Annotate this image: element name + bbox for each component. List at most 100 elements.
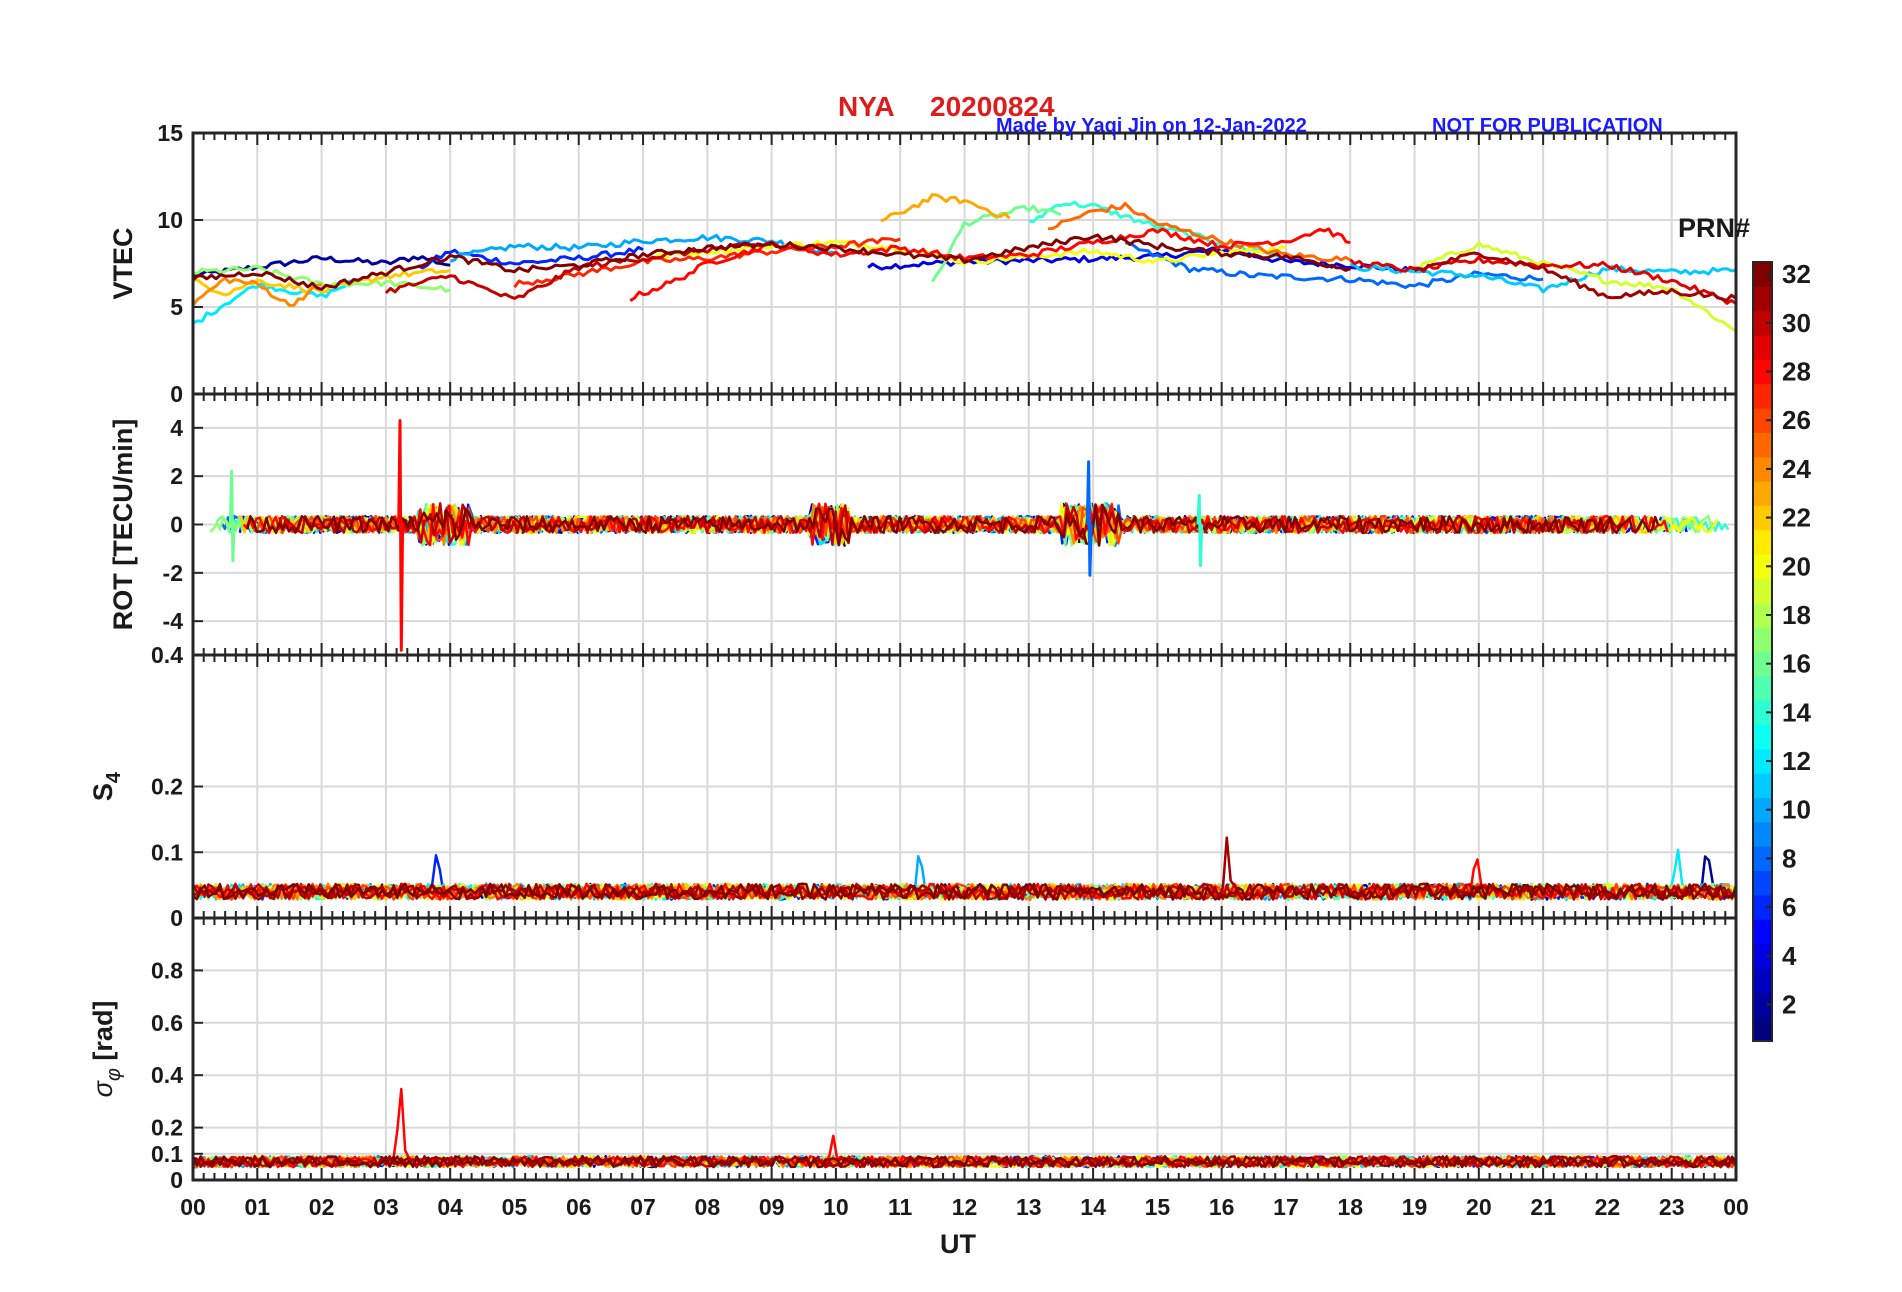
colorbar-cell [1753, 797, 1772, 823]
x-tick-label: 19 [1402, 1194, 1428, 1220]
colorbar-tick-label: 6 [1782, 892, 1796, 922]
series-prn-22 [193, 268, 451, 297]
colorbar-frame [1752, 261, 1773, 1042]
xticks-sigma_phi [192, 918, 1737, 1180]
x-axis-label: UT [940, 1229, 976, 1259]
colorbar-cell [1753, 821, 1772, 847]
x-tick-label: 01 [244, 1194, 270, 1220]
panel-rot: -4 -2 0 2 4 ROT [TECU/min] [108, 392, 1738, 657]
series-prn-12 [193, 279, 354, 325]
x-tick-label: 00 [1723, 1194, 1749, 1220]
x-tick-label: 10 [823, 1194, 849, 1220]
series-prn-23 [880, 193, 1011, 223]
y-tick-label: 15 [157, 120, 183, 146]
colorbar-cell [1753, 359, 1772, 385]
x-tick-label: 05 [502, 1194, 528, 1220]
series-prn-29 [1349, 255, 1736, 305]
colorbar-tick-label: 22 [1782, 503, 1811, 533]
series-prn-6 [417, 245, 644, 270]
panel-vtec: 0 5 10 15 VTEC [108, 120, 1738, 407]
x-tick-label: 03 [373, 1194, 399, 1220]
colorbar-cell [1753, 700, 1772, 726]
colorbar-cell [1753, 529, 1772, 555]
x-tick-label: 22 [1595, 1194, 1621, 1220]
series-prn-32 [245, 503, 1660, 547]
colorbar-cell [1753, 773, 1772, 799]
x-tick-label: 23 [1659, 1194, 1685, 1220]
colorbar-cell [1753, 335, 1772, 360]
spike-prn-14 [1196, 494, 1204, 568]
credit-made-by: Made by Yaqi Jin on 12-Jan-2022 [996, 115, 1307, 137]
colorbar-cell [1753, 967, 1772, 993]
colorbar-cell [1753, 505, 1772, 531]
y-tick-label: 0.4 [151, 642, 183, 668]
colorbar-cell [1753, 262, 1772, 287]
y-tick-label: 0.8 [151, 957, 183, 983]
y-tick-label: 0 [170, 381, 183, 407]
colorbar-tick-label: 20 [1782, 551, 1811, 581]
colorbar-cell [1753, 894, 1772, 920]
y-tick-label: 5 [170, 294, 183, 320]
series-prn-16 [931, 204, 1062, 283]
colorbar-cell [1753, 408, 1772, 433]
data-s4 [193, 836, 1736, 901]
colorbar-tick-label: 18 [1782, 600, 1811, 630]
colorbar-tick-label: 24 [1782, 454, 1811, 484]
series-prn-28 [629, 227, 1351, 302]
series-prn-20 [642, 239, 1287, 266]
colorbar-cell [1753, 943, 1772, 969]
spike-prn-28 [397, 419, 405, 652]
series-prn-25 [1048, 201, 1352, 263]
y-tick-label: 10 [157, 207, 183, 233]
y-tick-label: 0 [170, 1167, 183, 1193]
colorbar-cell [1753, 383, 1772, 409]
panel-sigma_phi: 00.10.2 0.4 0.6 0.8 σφ [rad] [88, 916, 1738, 1193]
title-station: NYA [838, 91, 895, 122]
y-tick-label: 0.6 [151, 1010, 183, 1036]
colorbar-cell [1753, 310, 1772, 336]
colorbar-tick-label: 4 [1782, 941, 1797, 971]
series-prn-32 [193, 882, 1736, 901]
x-tick-label: 16 [1209, 1194, 1235, 1220]
x-tick-label: 15 [1145, 1194, 1171, 1220]
y-tick-label: 0.2 [151, 1115, 183, 1141]
x-tick-label: 00 [180, 1194, 206, 1220]
colorbar-cell [1753, 602, 1772, 628]
spike-prn-16 [228, 469, 236, 563]
series-prn-19 [1413, 241, 1736, 333]
grid-vtec [193, 133, 1736, 394]
series-prn-32 [193, 1155, 1736, 1169]
x-tick-label: 18 [1337, 1194, 1363, 1220]
data-vtec [193, 193, 1736, 333]
x-tick-label: 08 [695, 1194, 721, 1220]
x-tick-label: 11 [888, 1194, 913, 1220]
colorbar-cell [1753, 675, 1772, 701]
data-rot [209, 419, 1730, 652]
series-prn-14 [1028, 200, 1287, 259]
colorbar-cell [1753, 286, 1772, 312]
series-prn-30 [384, 242, 772, 300]
colorbar-tick-label: 28 [1782, 357, 1811, 387]
x-tick-label: 14 [1080, 1194, 1106, 1220]
y-tick-label: 0 [170, 905, 183, 931]
x-tick-label: 07 [630, 1194, 656, 1220]
y-tick-label: 0.1 [151, 839, 183, 865]
series-prn-32 [193, 233, 1351, 291]
colorbar-tick-label: 16 [1782, 649, 1811, 679]
grid-sigma_phi [193, 918, 1736, 1180]
colorbar-tick-label: 12 [1782, 746, 1811, 776]
y-tick-label: 0.4 [151, 1062, 183, 1088]
colorbar-cell [1753, 919, 1772, 945]
y-tick-label: -4 [163, 608, 184, 634]
colorbar-cell [1753, 651, 1772, 677]
x-tick-label: 12 [952, 1194, 978, 1220]
x-tick-label: 13 [1016, 1194, 1042, 1220]
colorbar-cell [1753, 578, 1772, 604]
y-tick-label: -2 [163, 560, 183, 586]
x-tick-label: 06 [566, 1194, 592, 1220]
colorbar-cell [1753, 432, 1772, 458]
y-axis-label-sigma_phi: σφ [rad] [88, 1001, 125, 1098]
y-tick-label: 4 [170, 415, 183, 441]
